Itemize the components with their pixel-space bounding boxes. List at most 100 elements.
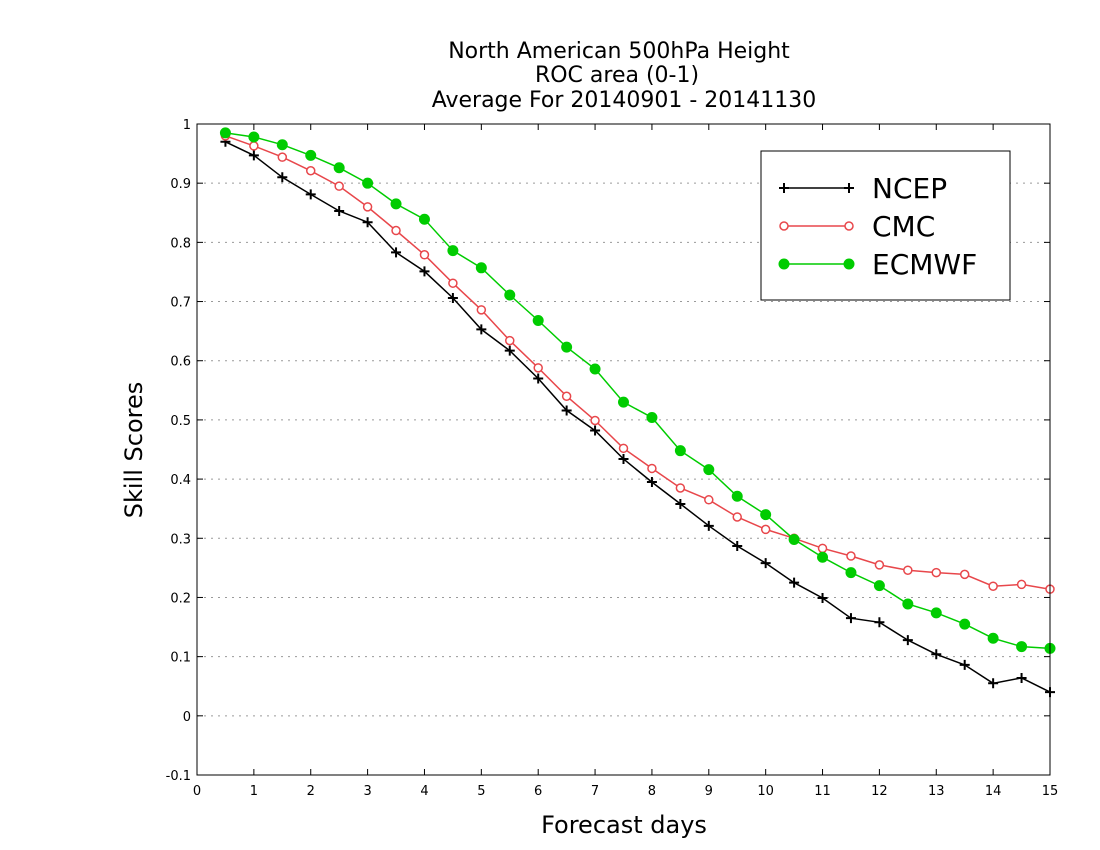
y-tick-label: -0.1 xyxy=(166,769,191,784)
data-point-ncep xyxy=(533,373,544,384)
data-point-ncep xyxy=(504,345,515,356)
x-tick-label: 9 xyxy=(705,784,713,799)
x-tick-label: 4 xyxy=(420,784,428,799)
data-point-cmc xyxy=(903,565,913,575)
legend-marker-ecmwf xyxy=(843,258,855,270)
data-point-ncep xyxy=(618,453,629,464)
data-point-ecmwf xyxy=(845,567,857,579)
data-point-cmc xyxy=(817,543,828,554)
x-tick-label: 13 xyxy=(928,784,945,799)
y-tick-label: 0.2 xyxy=(170,591,191,606)
data-point-cmc xyxy=(675,483,686,493)
data-point-ncep xyxy=(845,613,856,624)
data-point-cmc xyxy=(874,560,885,570)
data-point-ecmwf xyxy=(475,262,487,274)
chart-title-line-1: North American 500hPa Height xyxy=(448,39,790,64)
data-point-ncep xyxy=(590,425,601,436)
data-point-cmc xyxy=(760,524,771,535)
legend: NCEP CMC ECMWF xyxy=(760,150,1011,301)
series-ecmwf xyxy=(219,127,1056,654)
data-point-ncep xyxy=(447,292,458,303)
data-point-ecmwf xyxy=(561,341,573,353)
data-point-ecmwf xyxy=(873,580,885,592)
x-tick-label: 11 xyxy=(814,784,831,799)
data-point-ecmwf xyxy=(760,509,772,521)
data-point-cmc xyxy=(959,569,970,580)
legend-item-ecmwf: ECMWF xyxy=(778,248,977,281)
data-point-ecmwf xyxy=(248,131,260,143)
data-point-ecmwf xyxy=(618,396,629,408)
y-tick-label: 0.4 xyxy=(170,473,191,488)
tick-marks xyxy=(196,123,1051,776)
data-point-cmc xyxy=(362,202,373,212)
data-point-ecmwf xyxy=(390,198,402,210)
data-point-ecmwf xyxy=(1016,641,1028,653)
x-tick-label: 10 xyxy=(757,784,774,799)
data-point-ecmwf xyxy=(504,289,516,301)
data-point-ncep xyxy=(959,659,970,670)
data-point-ncep xyxy=(703,520,714,531)
y-tick-label: 0.1 xyxy=(170,651,191,666)
data-point-ncep xyxy=(789,577,800,588)
y-tick-label: 0.5 xyxy=(170,414,191,429)
data-point-ecmwf xyxy=(987,632,999,644)
data-point-ncep xyxy=(561,405,572,416)
data-point-ncep xyxy=(419,266,430,277)
y-tick-label: 0.9 xyxy=(170,177,191,192)
y-axis-label: Skill Scores xyxy=(120,382,148,519)
data-point-ecmwf xyxy=(731,490,743,502)
data-point-ncep xyxy=(675,498,686,509)
data-point-ncep xyxy=(817,593,828,604)
data-point-cmc xyxy=(391,225,401,236)
y-tick-label: 0.3 xyxy=(170,532,191,547)
data-point-ecmwf xyxy=(276,139,288,151)
data-point-cmc xyxy=(334,181,344,191)
data-point-cmc xyxy=(590,415,600,426)
legend-item-cmc: CMC xyxy=(779,210,935,243)
data-point-ecmwf xyxy=(447,245,459,257)
x-tick-label: 15 xyxy=(1042,784,1059,799)
x-tick-label: 14 xyxy=(985,784,1002,799)
data-point-cmc xyxy=(988,581,998,591)
y-tick-label: 0.8 xyxy=(170,236,191,251)
data-point-ecmwf xyxy=(930,607,942,619)
legend-label-ncep: NCEP xyxy=(872,172,947,205)
data-point-ncep xyxy=(874,617,885,628)
data-point-ncep xyxy=(732,540,743,551)
data-point-ncep xyxy=(988,678,999,689)
data-point-ecmwf xyxy=(959,618,971,630)
data-point-cmc xyxy=(419,250,430,260)
data-point-ncep xyxy=(902,635,913,646)
data-point-cmc xyxy=(647,463,657,474)
data-point-ncep xyxy=(391,247,402,258)
plot-frame xyxy=(196,123,1051,776)
data-point-ncep xyxy=(1016,672,1027,683)
data-point-cmc xyxy=(249,141,259,151)
data-point-cmc xyxy=(476,305,487,315)
legend-marker-cmc xyxy=(779,221,789,231)
data-point-ecmwf xyxy=(219,127,231,139)
data-point-ecmwf xyxy=(532,314,544,326)
legend-marker-cmc xyxy=(844,221,854,231)
x-tick-label: 2 xyxy=(307,784,315,799)
series-line-ncep xyxy=(225,141,1051,693)
data-point-ecmwf xyxy=(902,598,914,610)
data-point-ncep xyxy=(931,649,942,660)
chart-title-line-2: ROC area (0-1) xyxy=(535,63,699,88)
data-point-ecmwf xyxy=(589,363,601,375)
data-point-ecmwf xyxy=(674,445,686,457)
series-layer xyxy=(219,127,1056,698)
y-tick-label: 0 xyxy=(183,710,191,725)
data-point-cmc xyxy=(1016,579,1027,590)
x-axis-label: Forecast days xyxy=(541,811,707,839)
data-point-cmc xyxy=(505,335,515,346)
data-point-cmc xyxy=(305,166,316,176)
data-point-cmc xyxy=(732,512,742,522)
legend-item-ncep: NCEP xyxy=(779,172,947,205)
data-point-cmc xyxy=(533,363,543,373)
data-point-ncep xyxy=(476,324,487,335)
legend-marker-ecmwf xyxy=(778,258,790,270)
x-tick-label: 7 xyxy=(591,784,599,799)
data-point-cmc xyxy=(448,278,458,288)
